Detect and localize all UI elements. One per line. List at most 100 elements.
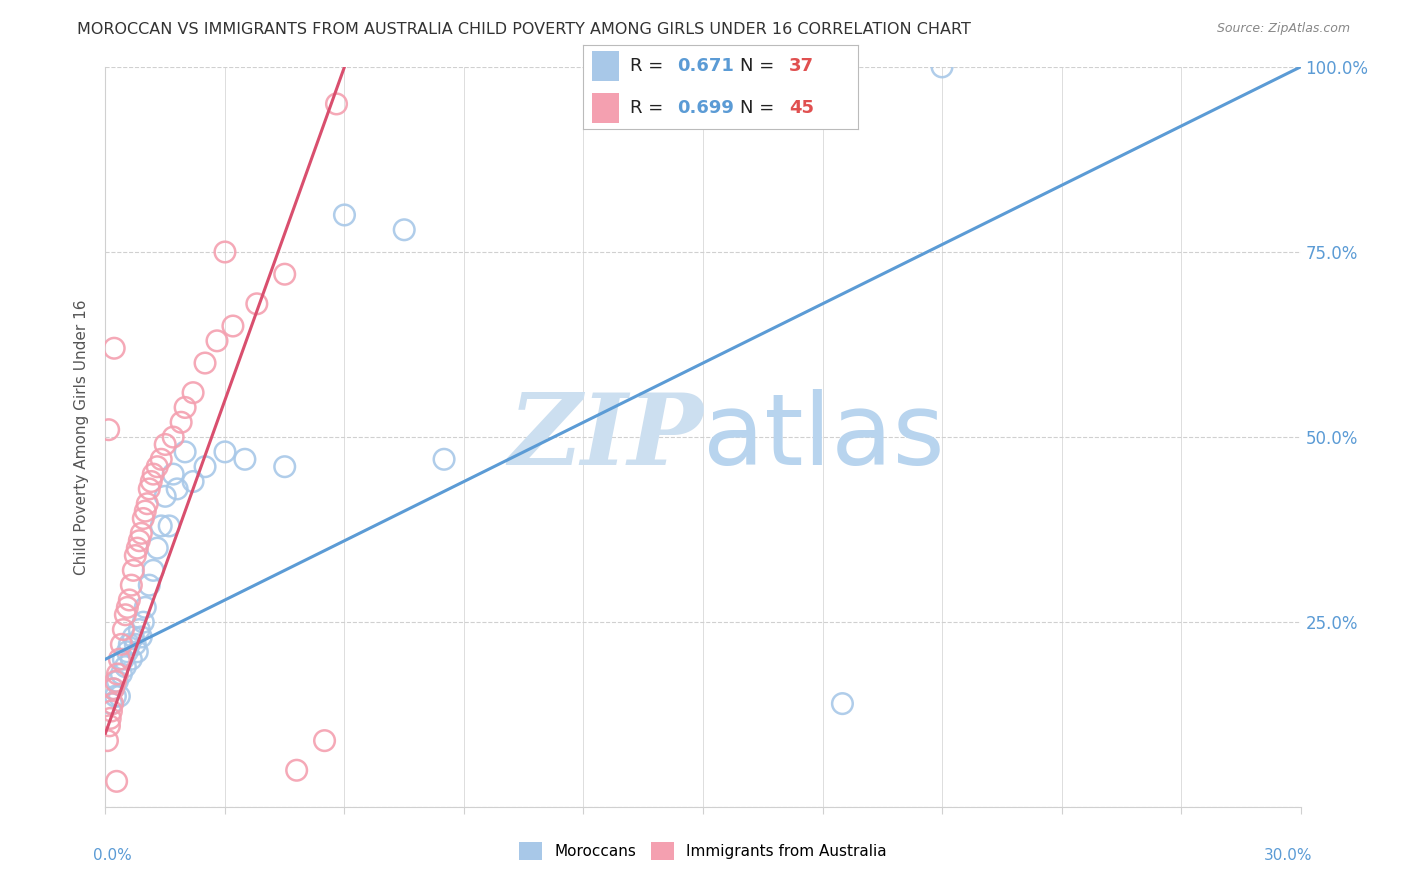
Point: [101, 697, 124, 711]
Point: [110, 637, 132, 651]
Point: [392, 223, 416, 237]
Point: [285, 764, 308, 778]
Point: [146, 459, 169, 474]
Point: [181, 475, 204, 489]
Text: atlas: atlas: [703, 389, 945, 485]
Point: [122, 563, 145, 577]
Point: [222, 319, 245, 334]
Point: [124, 637, 146, 651]
Text: 0.0%: 0.0%: [93, 848, 132, 863]
Point: [138, 482, 160, 496]
Point: [105, 774, 128, 789]
Point: [114, 607, 136, 622]
Point: [104, 689, 127, 703]
Point: [98, 719, 121, 733]
Point: [136, 497, 159, 511]
Y-axis label: Child Poverty Among Girls Under 16: Child Poverty Among Girls Under 16: [75, 300, 90, 574]
Point: [118, 593, 141, 607]
Point: [122, 630, 145, 644]
Point: [117, 645, 139, 659]
Bar: [592, 93, 619, 123]
Point: [142, 467, 165, 482]
Point: [96, 733, 118, 747]
Point: [132, 511, 155, 525]
Point: [112, 623, 135, 637]
Point: [98, 711, 121, 725]
Point: [127, 541, 149, 555]
Point: [103, 341, 125, 355]
Point: [142, 563, 165, 577]
Point: [333, 208, 356, 222]
Point: [325, 97, 347, 112]
Point: [103, 681, 125, 696]
Text: R =: R =: [630, 99, 669, 117]
Point: [831, 697, 853, 711]
Point: [118, 637, 141, 651]
Text: R =: R =: [630, 57, 669, 75]
Point: [214, 244, 236, 259]
Text: N =: N =: [740, 99, 780, 117]
Point: [117, 600, 139, 615]
Text: 37: 37: [789, 57, 814, 75]
Point: [129, 526, 153, 541]
Point: [107, 667, 129, 681]
Text: 0.671: 0.671: [676, 57, 734, 75]
Point: [120, 652, 142, 666]
Point: [134, 600, 156, 615]
Point: [314, 733, 336, 747]
Point: [124, 549, 146, 563]
Point: [108, 652, 131, 666]
Point: [127, 645, 149, 659]
Point: [110, 667, 132, 681]
Point: [233, 452, 256, 467]
Point: [104, 674, 127, 689]
Point: [120, 578, 142, 592]
Text: ZIP: ZIP: [508, 389, 703, 485]
Point: [128, 533, 150, 548]
Point: [134, 504, 156, 518]
Point: [273, 459, 295, 474]
Point: [114, 659, 136, 673]
Point: [128, 623, 150, 637]
Text: 45: 45: [789, 99, 814, 117]
Point: [166, 482, 188, 496]
Point: [194, 459, 217, 474]
Point: [150, 519, 173, 533]
Text: MOROCCAN VS IMMIGRANTS FROM AUSTRALIA CHILD POVERTY AMONG GIRLS UNDER 16 CORRELA: MOROCCAN VS IMMIGRANTS FROM AUSTRALIA CH…: [77, 22, 972, 37]
Point: [146, 541, 169, 555]
Point: [138, 578, 160, 592]
Point: [246, 297, 269, 311]
Point: [107, 674, 129, 689]
Text: 30.0%: 30.0%: [1264, 848, 1313, 863]
Text: N =: N =: [740, 57, 780, 75]
Point: [112, 652, 135, 666]
Point: [162, 430, 184, 444]
Point: [150, 452, 173, 467]
Point: [174, 445, 197, 459]
Point: [129, 630, 153, 644]
Bar: [592, 51, 619, 81]
Point: [433, 452, 456, 467]
Point: [108, 689, 131, 703]
Point: [181, 385, 204, 400]
Point: [214, 445, 236, 459]
Text: Source: ZipAtlas.com: Source: ZipAtlas.com: [1216, 22, 1350, 36]
Point: [194, 356, 217, 370]
Point: [273, 267, 295, 281]
Point: [174, 401, 197, 415]
Point: [103, 681, 125, 696]
Point: [157, 519, 180, 533]
Point: [931, 60, 953, 74]
Legend: Moroccans, Immigrants from Australia: Moroccans, Immigrants from Australia: [513, 836, 893, 866]
Point: [141, 475, 163, 489]
Point: [170, 415, 193, 429]
Point: [100, 697, 122, 711]
Point: [97, 423, 120, 437]
Point: [153, 489, 177, 503]
Point: [100, 704, 122, 718]
Text: 0.699: 0.699: [676, 99, 734, 117]
Point: [205, 334, 228, 348]
Point: [132, 615, 155, 630]
Point: [153, 437, 177, 451]
Point: [162, 467, 184, 482]
